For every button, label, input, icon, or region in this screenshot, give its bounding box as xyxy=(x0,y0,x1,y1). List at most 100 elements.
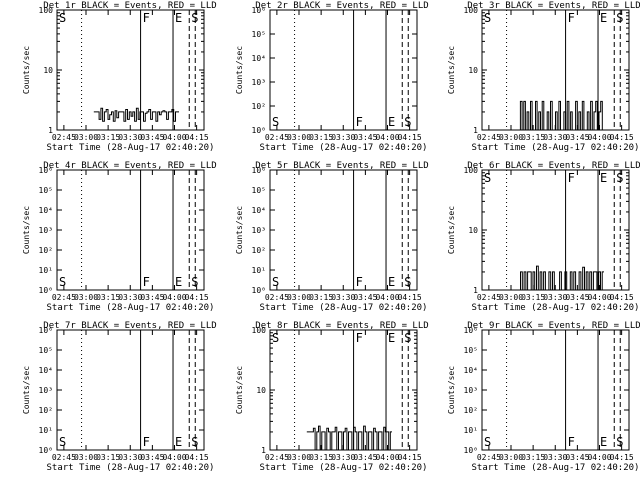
y-tick-label: 10⁰ xyxy=(39,446,53,455)
marker-label-f: F xyxy=(143,275,150,289)
marker-label-f: F xyxy=(568,171,575,185)
y-tick-label: 10⁵ xyxy=(252,30,266,39)
marker-label-s: S xyxy=(272,275,279,289)
marker-label-f: F xyxy=(568,11,575,25)
x-axis-label: Start Time (28-Aug-17 02:40:20) xyxy=(47,143,215,153)
y-tick-label: 10¹ xyxy=(39,266,53,275)
y-tick-label: 10³ xyxy=(252,78,266,87)
x-tick-label: 03:00 xyxy=(74,453,98,462)
x-tick-label: 03:30 xyxy=(331,293,355,302)
x-tick-label: 02:45 xyxy=(52,453,76,462)
x-tick-label: 04:15 xyxy=(610,453,634,462)
marker-label-s: S xyxy=(616,171,623,185)
x-tick-label: 03:30 xyxy=(543,293,567,302)
y-tick-label: 10⁴ xyxy=(39,206,53,215)
x-tick-label: 04:00 xyxy=(375,453,399,462)
marker-label-s: S xyxy=(59,435,66,449)
y-tick-label: 10⁵ xyxy=(39,186,53,195)
x-tick-label: 03:15 xyxy=(521,453,545,462)
marker-label-s: S xyxy=(272,331,279,345)
x-tick-label: 03:15 xyxy=(96,453,120,462)
x-tick-label: 04:15 xyxy=(398,293,422,302)
chart-panel-9: Det 9r BLACK = Events, RED = LLD 10⁰ 10¹ 10… xyxy=(447,321,640,473)
x-axis-label: Start Time (28-Aug-17 02:40:20) xyxy=(260,463,428,473)
y-tick-label: 10⁴ xyxy=(252,54,266,63)
marker-label-e: E xyxy=(388,115,395,129)
y-tick-label: 10³ xyxy=(464,386,478,395)
x-tick-label: 02:45 xyxy=(477,293,501,302)
x-tick-label: 03:00 xyxy=(287,293,311,302)
marker-label-s: S xyxy=(191,435,198,449)
y-tick-label: 10⁴ xyxy=(39,366,53,375)
marker-label-s: S xyxy=(404,331,411,345)
x-tick-label: 03:45 xyxy=(140,133,164,142)
y-tick-label: 10⁵ xyxy=(464,346,478,355)
panel-title: Det 5r BLACK = Events, RED = LLD xyxy=(255,161,428,171)
x-tick-label: 03:45 xyxy=(140,453,164,462)
y-tick-label: 1 xyxy=(473,126,478,135)
y-tick-label: 1 xyxy=(48,126,53,135)
y-tick-label: 1 xyxy=(473,286,478,295)
y-axis-label: Counts/sec xyxy=(447,206,456,254)
y-axis-label: Counts/sec xyxy=(22,206,31,254)
x-tick-label: 04:00 xyxy=(162,293,186,302)
plot-frame xyxy=(56,169,205,291)
x-tick-label: 03:00 xyxy=(499,453,523,462)
y-tick-label: 10 xyxy=(43,66,53,75)
plot-frame xyxy=(481,329,630,451)
marker-label-s: S xyxy=(404,115,411,129)
y-tick-label: 10² xyxy=(252,246,266,255)
marker-label-f: F xyxy=(143,11,150,25)
marker-label-f: F xyxy=(568,435,575,449)
x-tick-label: 03:00 xyxy=(499,293,523,302)
x-tick-label: 03:45 xyxy=(565,453,589,462)
y-tick-label: 10 xyxy=(468,226,478,235)
x-tick-label: 03:15 xyxy=(96,133,120,142)
x-tick-label: 02:45 xyxy=(477,133,501,142)
panel-title: Det 4r BLACK = Events, RED = LLD xyxy=(43,161,216,171)
x-axis-label: Start Time (28-Aug-17 02:40:20) xyxy=(260,143,428,153)
y-tick-label: 10⁶ xyxy=(39,166,53,175)
y-axis-label: Counts/sec xyxy=(447,366,456,414)
y-tick-label: 10⁵ xyxy=(252,186,266,195)
events-series-line xyxy=(518,265,604,291)
chart-panel-4: Det 4r BLACK = Events, RED = LLD 10⁰ 10¹ 10… xyxy=(22,161,217,313)
y-axis-label: Counts/sec xyxy=(22,46,31,94)
x-tick-label: 04:15 xyxy=(398,133,422,142)
marker-label-e: E xyxy=(175,275,182,289)
y-tick-label: 10³ xyxy=(39,226,53,235)
y-tick-label: 10⁶ xyxy=(39,326,53,335)
x-tick-label: 03:45 xyxy=(353,133,377,142)
x-tick-label: 04:00 xyxy=(375,133,399,142)
x-axis-label: Start Time (28-Aug-17 02:40:20) xyxy=(47,463,215,473)
panel-title: Det 6r BLACK = Events, RED = LLD xyxy=(467,161,640,171)
marker-label-s: S xyxy=(191,275,198,289)
marker-label-f: F xyxy=(356,115,363,129)
y-tick-label: 10 xyxy=(256,386,266,395)
x-tick-label: 03:00 xyxy=(74,293,98,302)
x-tick-label: 02:45 xyxy=(265,453,289,462)
y-axis-label: Counts/sec xyxy=(22,366,31,414)
y-tick-label: 10⁰ xyxy=(464,446,478,455)
x-tick-label: 03:30 xyxy=(118,293,142,302)
x-tick-label: 03:15 xyxy=(521,293,545,302)
x-tick-label: 02:45 xyxy=(265,133,289,142)
x-tick-label: 03:45 xyxy=(140,293,164,302)
marker-label-f: F xyxy=(356,275,363,289)
x-tick-label: 03:45 xyxy=(565,133,589,142)
marker-label-f: F xyxy=(356,331,363,345)
x-tick-label: 03:15 xyxy=(309,133,333,142)
panel-title: Det 8r BLACK = Events, RED = LLD xyxy=(255,321,428,331)
y-tick-label: 10¹ xyxy=(252,266,266,275)
y-axis-label: Counts/sec xyxy=(447,46,456,94)
chart-panel-3: Det 3r BLACK = Events, RED = LLD 1 10 100 02… xyxy=(447,1,640,153)
x-tick-label: 04:00 xyxy=(587,453,611,462)
marker-label-s: S xyxy=(616,11,623,25)
events-series-line xyxy=(306,425,392,451)
marker-label-f: F xyxy=(143,435,150,449)
marker-label-s: S xyxy=(59,11,66,25)
x-tick-label: 03:00 xyxy=(287,133,311,142)
x-tick-label: 04:15 xyxy=(398,453,422,462)
y-tick-label: 10⁴ xyxy=(464,366,478,375)
y-tick-label: 100 xyxy=(464,166,479,175)
